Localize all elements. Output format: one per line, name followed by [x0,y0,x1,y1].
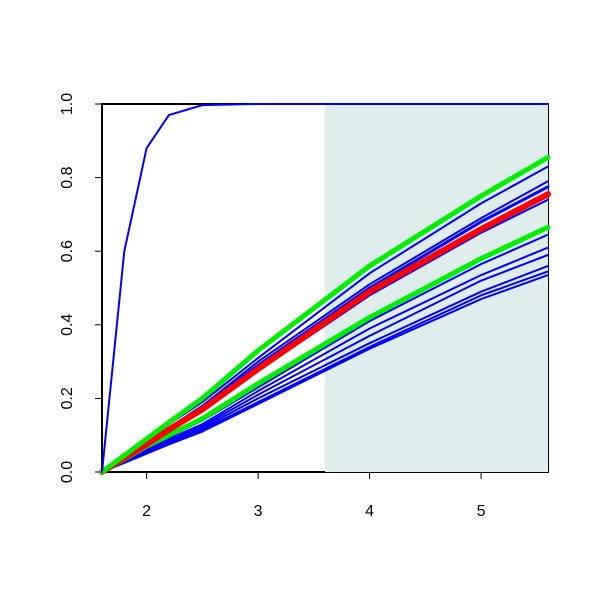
y-tick-label: 0.0 [59,461,76,483]
y-tick-label: 0.4 [59,314,76,336]
x-tick-label: 5 [477,503,486,520]
series-line [101,270,549,473]
y-tick-label: 0.2 [59,387,76,409]
y-tick-label: 0.6 [59,240,76,262]
series-line [99,191,551,475]
x-tick-label: 3 [254,503,263,520]
series-line [101,103,549,473]
y-tick-label: 1.0 [59,93,76,115]
x-tick-label: 4 [365,503,374,520]
x-tick-label: 2 [142,503,151,520]
y-tick-label: 0.8 [59,166,76,188]
series-line [99,154,551,475]
